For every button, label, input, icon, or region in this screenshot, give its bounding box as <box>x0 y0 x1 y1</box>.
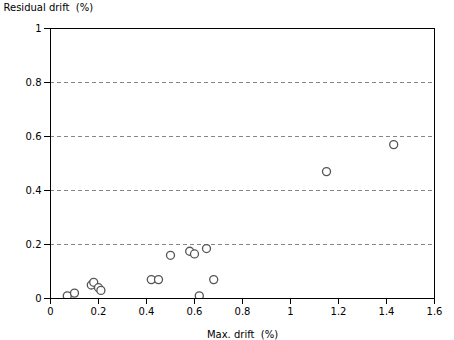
svg-text:0: 0 <box>47 306 53 317</box>
svg-text:1: 1 <box>287 306 293 317</box>
svg-text:0.4: 0.4 <box>139 306 155 317</box>
svg-text:0: 0 <box>35 293 41 304</box>
svg-text:0.2: 0.2 <box>91 306 107 317</box>
svg-text:Residual drift (%): Residual drift (%) <box>4 2 94 13</box>
svg-text:1.6: 1.6 <box>427 306 443 317</box>
svg-text:Max. drift (%): Max. drift (%) <box>207 329 278 340</box>
svg-text:0.4: 0.4 <box>26 185 42 196</box>
svg-text:1: 1 <box>35 23 41 34</box>
svg-text:0.6: 0.6 <box>187 306 203 317</box>
svg-text:1.4: 1.4 <box>379 306 395 317</box>
svg-text:0.6: 0.6 <box>26 131 42 142</box>
svg-text:0.8: 0.8 <box>235 306 251 317</box>
svg-text:1.2: 1.2 <box>331 306 347 317</box>
svg-text:0.8: 0.8 <box>26 77 42 88</box>
svg-text:0.2: 0.2 <box>26 239 42 250</box>
